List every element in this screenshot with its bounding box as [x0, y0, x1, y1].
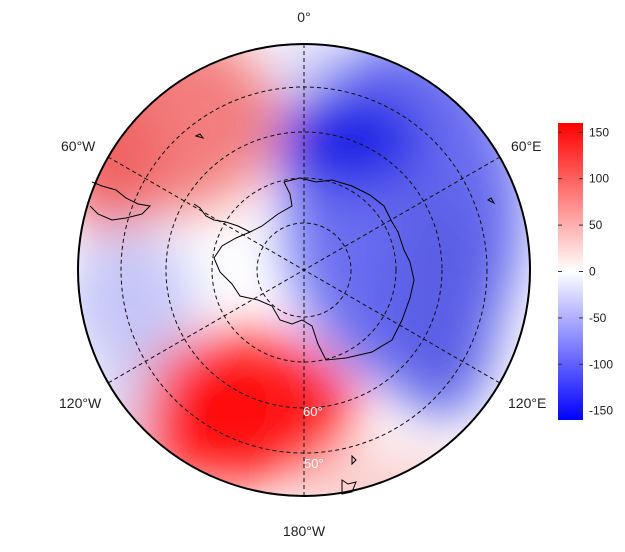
- parallel-70: [211, 177, 397, 363]
- colorbar-tick-label: 50: [589, 218, 603, 232]
- lon-label-0: 0°: [297, 9, 310, 25]
- anomaly-field: [78, 44, 530, 496]
- colorbar-tick-label: -100: [589, 357, 613, 371]
- colorbar-gradient: [558, 123, 583, 420]
- colorbar-tick-label: 100: [589, 172, 609, 186]
- weak-negative-west: [78, 230, 195, 370]
- lon-label-120e: 120°E: [508, 395, 546, 411]
- meridian-60w-120e: [107, 156, 501, 384]
- lon-label-180: 180°W: [283, 523, 326, 539]
- south-america-outline: [89, 181, 152, 221]
- colorbar-tick-label: -150: [589, 404, 613, 418]
- antarctic-peninsula: [193, 203, 251, 233]
- negative-anomaly-south: [380, 180, 500, 420]
- lon-label-60w: 60°W: [61, 138, 96, 154]
- new-zealand-outline: [341, 479, 357, 495]
- lat-label-50: 50°: [304, 456, 324, 471]
- positive-anomaly-south-core: [160, 375, 290, 445]
- tasmania-outline: [351, 454, 357, 466]
- weak-negative-north: [280, 44, 340, 85]
- positive-anomaly-northwest-edge: [78, 90, 165, 230]
- coastlines: [89, 133, 496, 495]
- parallel-60: [165, 131, 443, 409]
- colorbar-tick-label: 150: [589, 125, 609, 139]
- lon-label-120w: 120°W: [59, 395, 102, 411]
- colorbar-tick-label: -50: [589, 311, 607, 325]
- lon-label-60e: 60°E: [511, 138, 542, 154]
- map-border: [77, 43, 531, 497]
- graticule: [107, 44, 501, 496]
- colorbar: 150 100 50 0 -50 -100 -150: [558, 123, 613, 420]
- kerguelen-outline: [487, 197, 496, 205]
- antarctica-coastline: [213, 177, 415, 361]
- south-georgia-outline: [194, 133, 205, 139]
- lat-label-60: 60°: [303, 404, 323, 419]
- colorbar-tick-label: 0: [589, 265, 596, 279]
